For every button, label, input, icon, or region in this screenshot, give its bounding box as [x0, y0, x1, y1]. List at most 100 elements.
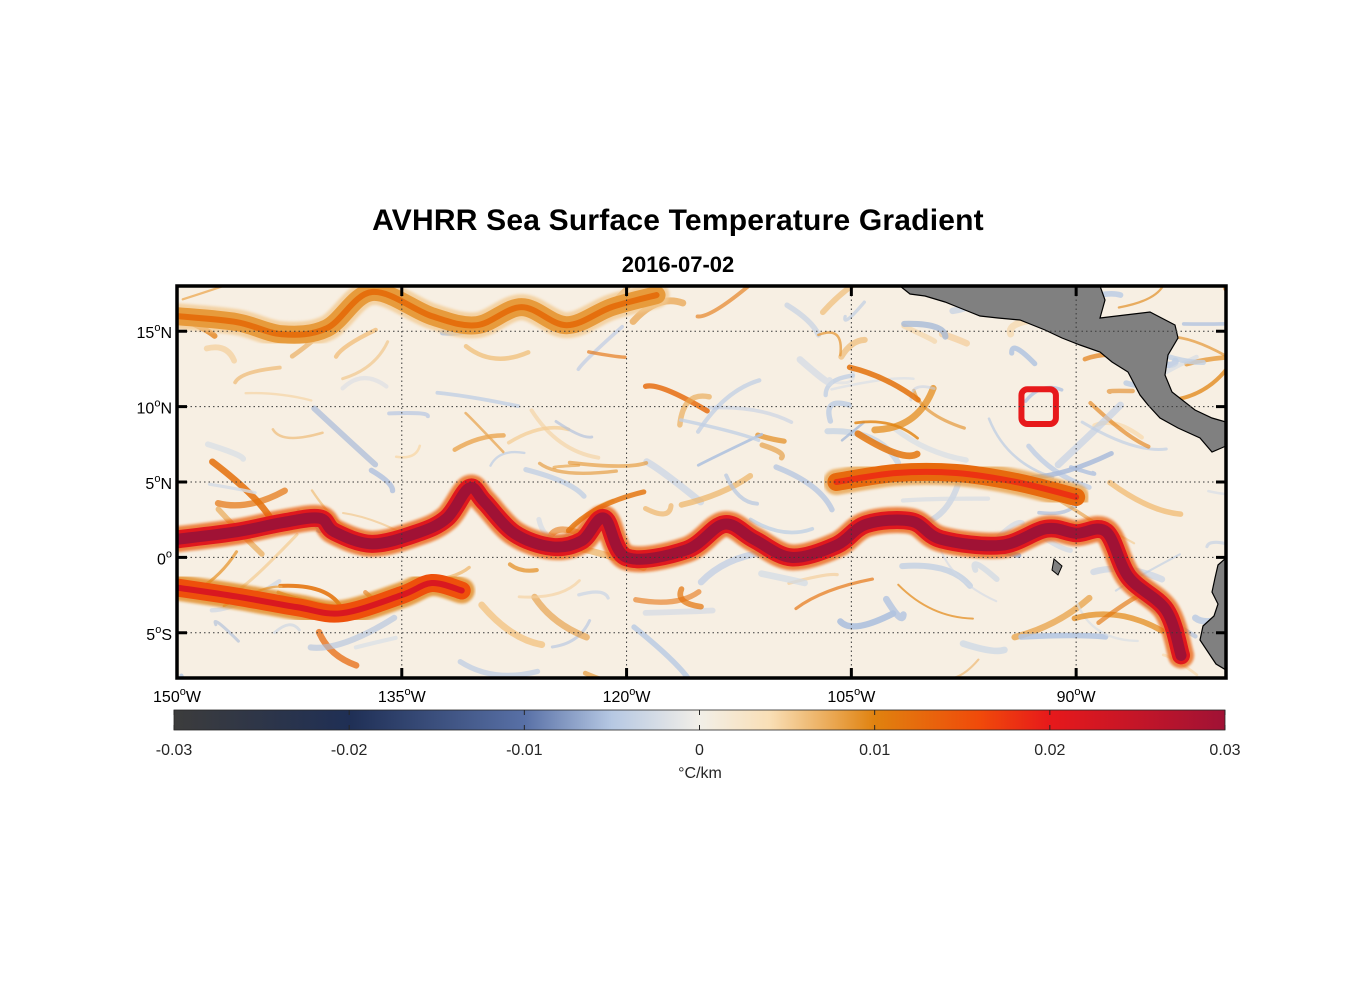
gradient-filament [523, 467, 587, 499]
southern-front-core [177, 580, 465, 617]
tick-label: 5oS [146, 624, 172, 644]
gradient-filament [784, 302, 822, 338]
gradient-filament [368, 467, 396, 494]
gradient-filament [587, 350, 627, 359]
tick-label: 10oN [137, 398, 172, 418]
gradient-filament [901, 323, 938, 344]
gradient-filament [531, 593, 590, 641]
tick-label: 105oW [827, 686, 876, 706]
gradient-fronts [177, 286, 1195, 669]
gradient-filament [642, 607, 716, 616]
gradient-filament [901, 320, 949, 340]
gradient-filament [204, 441, 247, 462]
gradient-filament [1076, 602, 1139, 643]
gradient-filament [643, 458, 705, 506]
gradient-filament [567, 460, 649, 468]
gradient-filament [1088, 400, 1151, 449]
land-galapagos [1051, 558, 1063, 576]
gradient-filament [642, 383, 710, 414]
gradient-filament [1071, 611, 1165, 634]
gradient-filament [457, 659, 541, 678]
gradient-filament [817, 331, 843, 357]
gradient-filament [213, 619, 240, 643]
gradient-filament [724, 473, 759, 506]
gradient-filament [1106, 388, 1135, 395]
gradient-filament [695, 286, 752, 319]
gradient-filament [838, 336, 868, 360]
gradient-filament [552, 463, 581, 469]
gradient-filament [854, 430, 921, 460]
colorbar-tick-label: 0 [695, 742, 704, 759]
gradient-filament [463, 343, 531, 361]
map-panel: 150oW 135oW 120oW 105oW 90oW 15oN 10oN 5oN 0o 5oS [137, 284, 1228, 706]
gradient-filament [582, 670, 636, 678]
tick-label: 0o [157, 548, 172, 568]
gradient-filament [897, 583, 974, 620]
gradient-filament [846, 364, 921, 403]
gradient-filament [759, 442, 785, 461]
gradient-filament [233, 365, 282, 385]
gradient-filament [307, 614, 398, 651]
gradient-filament [214, 487, 288, 509]
graticule [177, 286, 1226, 678]
gradient-filament [311, 405, 379, 468]
northern-band-core [177, 289, 660, 338]
gradient-filament [181, 286, 227, 301]
gradient-filament [854, 420, 919, 440]
gradient-filament [1207, 489, 1226, 496]
gradient-filament [892, 426, 969, 463]
gradient-filament [353, 635, 398, 650]
gradient-filament [244, 391, 313, 402]
gradient-filament [631, 624, 692, 678]
gradient-filament [550, 619, 592, 649]
gradient-filament [843, 300, 866, 322]
gradient-filament [642, 503, 674, 517]
gradient-filament [435, 390, 521, 408]
gradient-filament [529, 408, 601, 460]
gradient-filament [959, 640, 1008, 655]
gradient-filament [507, 562, 539, 573]
northern-front-core [833, 468, 1080, 501]
gradient-filament [837, 610, 897, 630]
colorbar-tick-label: -0.01 [506, 742, 543, 759]
gradient-filament [478, 601, 546, 648]
gradient-filament [341, 340, 390, 381]
gradient-filament [517, 579, 581, 599]
gradient-filament [464, 411, 505, 454]
land-central-america [899, 286, 1226, 453]
gradient-filament [794, 577, 874, 611]
gradient-filament [773, 464, 835, 513]
gradient-filament [207, 482, 257, 495]
gradient-filament [1009, 345, 1038, 367]
gradient-filament [1107, 479, 1184, 517]
gradient-filament [912, 388, 966, 430]
gradient-filament [394, 444, 422, 459]
gradient-filament [748, 517, 815, 535]
tick-label: 120oW [603, 686, 652, 706]
gradient-filament [271, 428, 324, 440]
gradient-filament [489, 450, 526, 467]
gradient-filament [1205, 540, 1226, 549]
gradient-filament [273, 623, 301, 635]
gradient-filament [758, 570, 808, 587]
gradient-filament [633, 589, 702, 605]
gradient-filament [882, 595, 907, 622]
colorbar-tick-label: 0.03 [1209, 742, 1240, 759]
tick-label: 90oW [1057, 686, 1097, 706]
colorbar-units: °C/km [678, 765, 722, 782]
gradient-filament [315, 628, 360, 669]
tick-label: 150oW [153, 686, 202, 706]
colorbar-tick-label: -0.02 [331, 742, 368, 759]
gradient-filament [826, 400, 852, 424]
gradient-filament [387, 410, 430, 419]
gradient-filament [537, 461, 618, 475]
axis-ticks: 150oW 135oW 120oW 105oW 90oW 15oN 10oN 5oN 0o 5oS [137, 286, 1226, 706]
gradient-filament [1181, 321, 1226, 326]
land-mass [899, 286, 1226, 671]
gradient-filament [871, 384, 937, 434]
gradient-filament [506, 425, 571, 445]
gradient-filament [1054, 401, 1124, 469]
map-title: AVHRR Sea Surface Temperature Gradient [372, 204, 984, 237]
gradient-filament [452, 433, 506, 452]
gradient-filament [340, 375, 389, 391]
